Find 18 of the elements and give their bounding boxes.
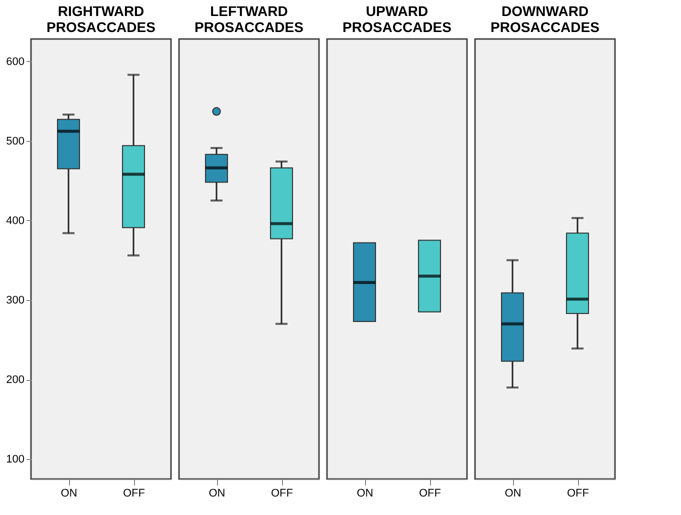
x-tick-label: OFF — [567, 488, 590, 500]
x-tick-label: ON — [504, 488, 522, 500]
chart-title: LEFTWARD PROSACCADES — [194, 3, 304, 35]
x-tick-label: ON — [60, 488, 78, 500]
y-tick-label: 300 — [6, 294, 24, 306]
x-tick-label: OFF — [271, 488, 294, 500]
x-tick-label: OFF — [123, 488, 146, 500]
x-tick-label: ON — [208, 488, 226, 500]
x-tick-label: OFF — [419, 488, 442, 500]
y-tick-label: 200 — [6, 374, 24, 386]
y-tick-label: 600 — [6, 56, 24, 68]
chart-title: DOWNWARD PROSACCADES — [490, 3, 600, 35]
chart-title: RIGHTWARD PROSACCADES — [46, 3, 156, 35]
x-tick-label: ON — [356, 488, 374, 500]
y-tick-label: 400 — [6, 214, 24, 227]
y-tick-label: 500 — [6, 135, 24, 148]
y-tick-label: 100 — [6, 454, 24, 466]
chart-title: UPWARD PROSACCADES — [342, 3, 452, 35]
